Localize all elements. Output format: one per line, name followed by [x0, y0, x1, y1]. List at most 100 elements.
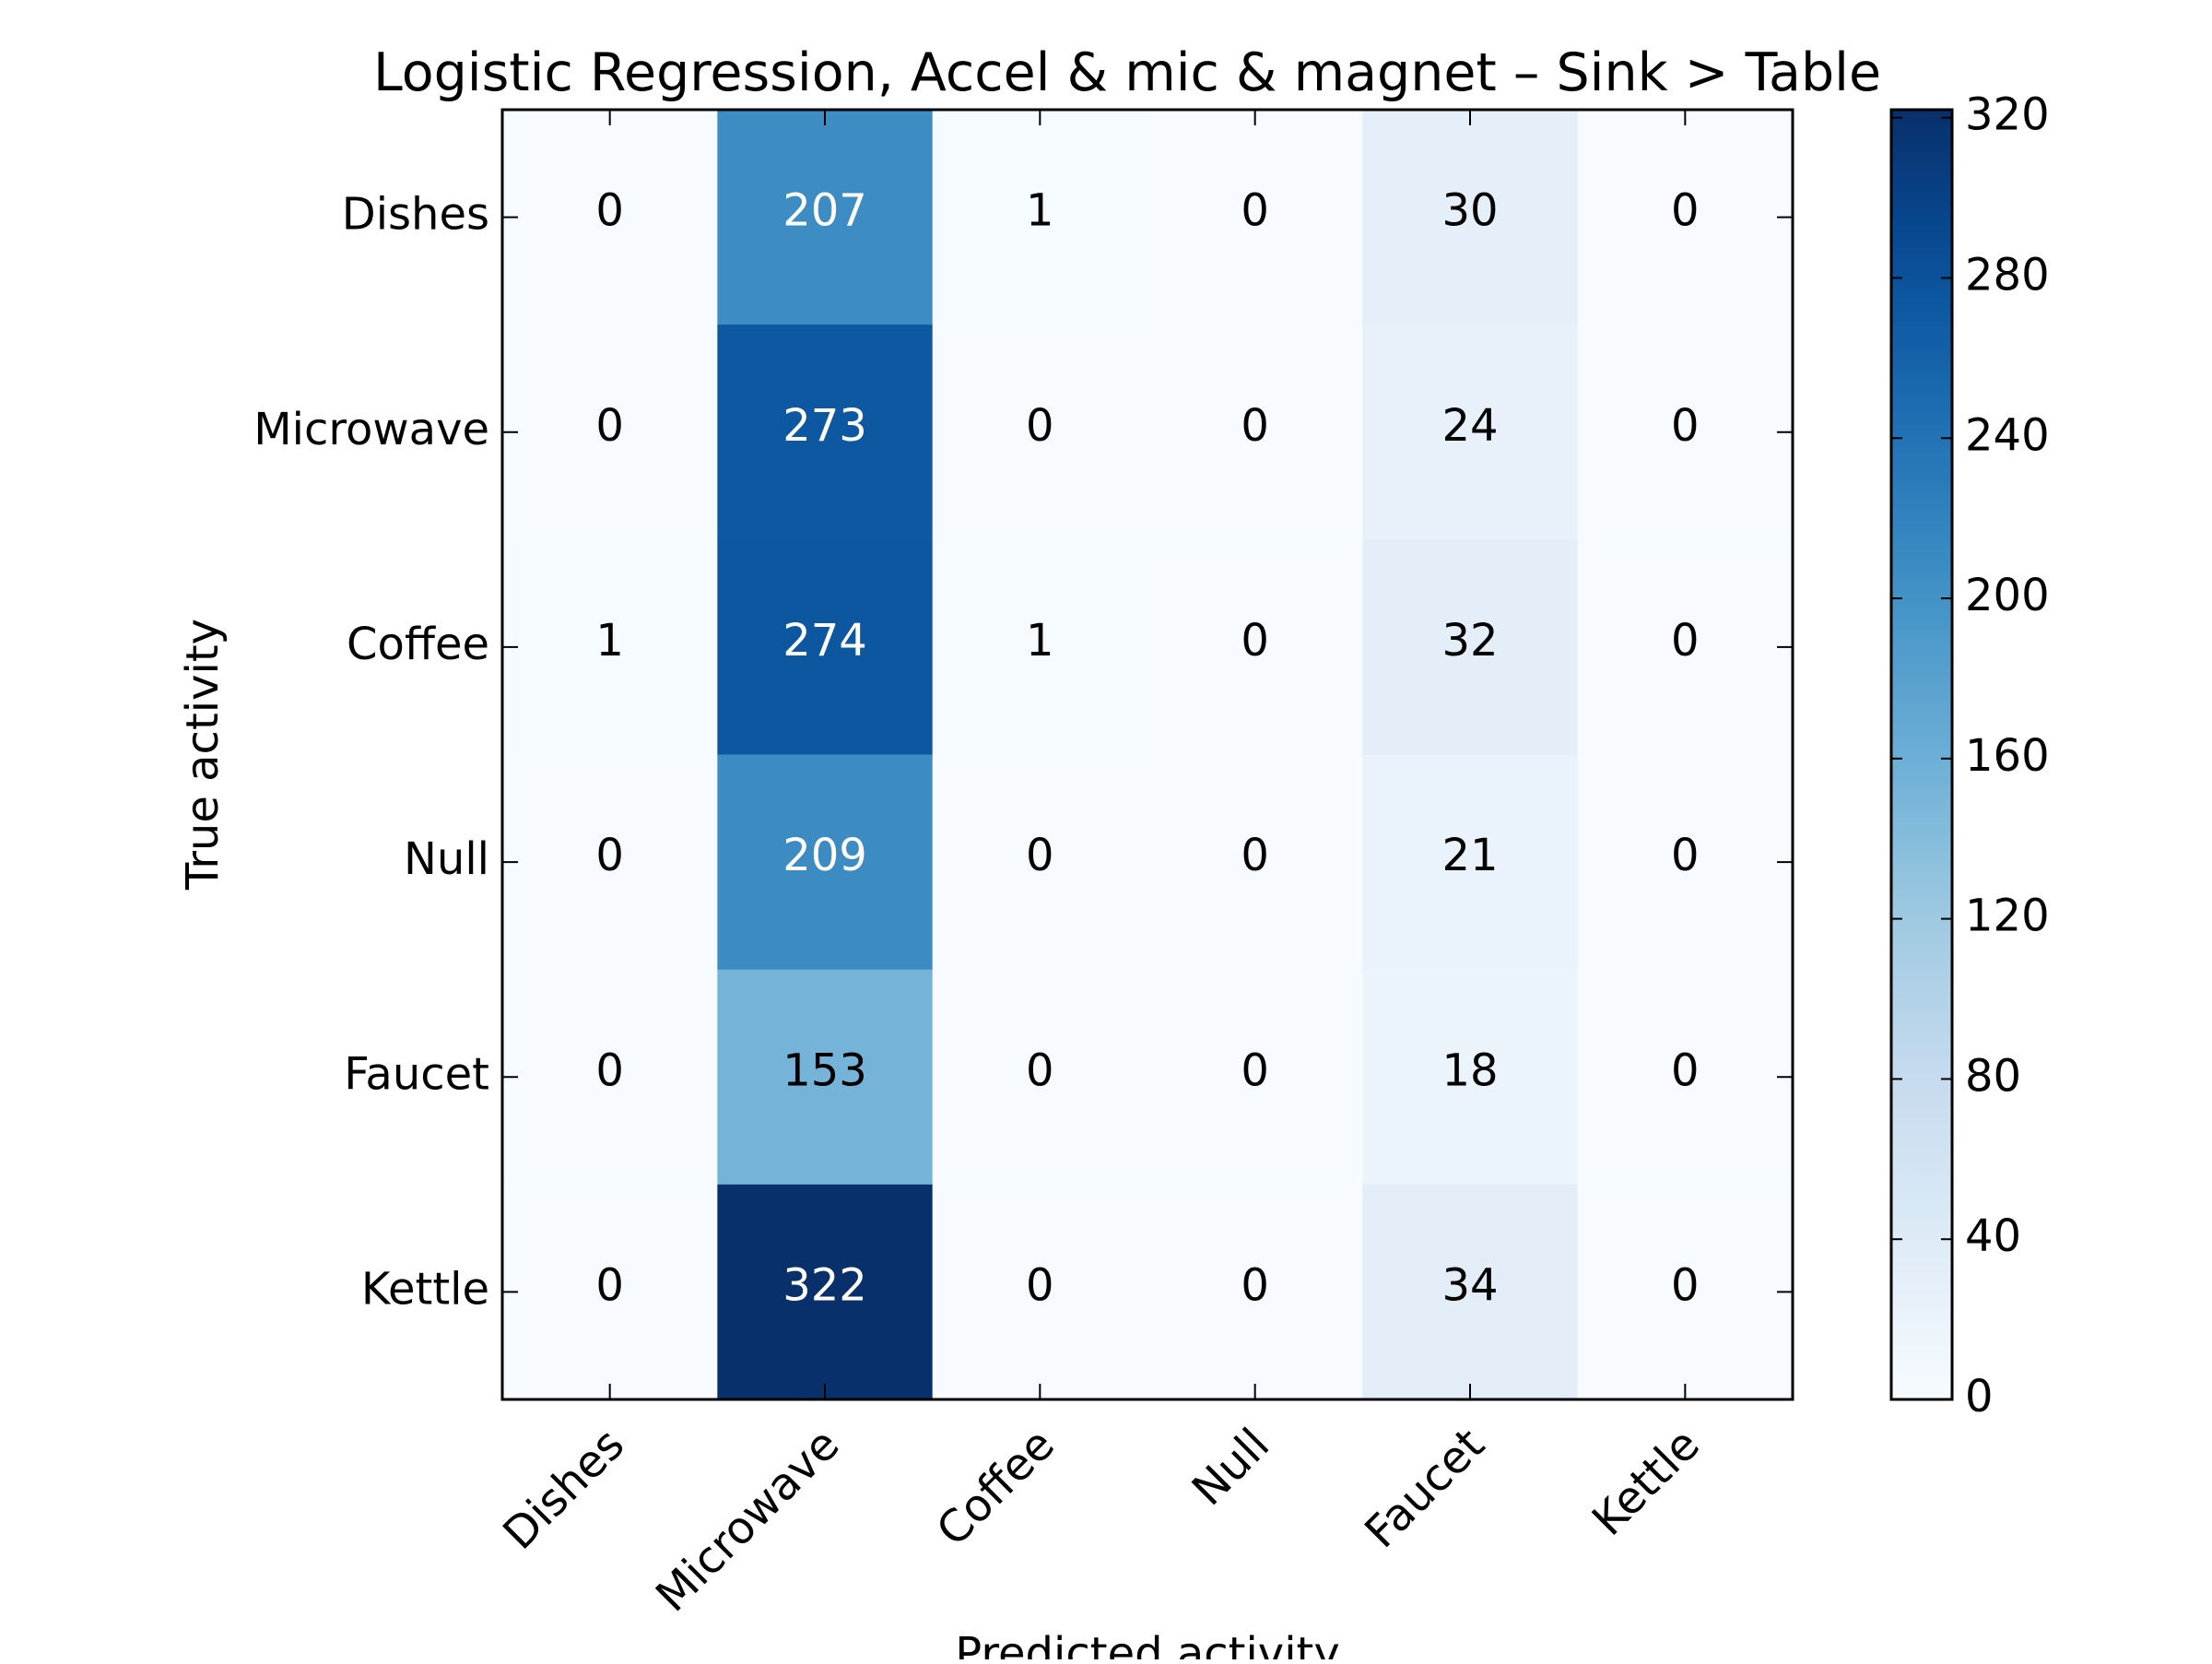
heatmap-cell [1147, 325, 1363, 540]
heatmap-cell [1577, 110, 1794, 325]
heatmap-cell [1362, 1184, 1579, 1400]
cell-value-label: 0 [1671, 615, 1700, 667]
colorbar-tick-label: 240 [1965, 409, 2050, 461]
heatmap-cell [1577, 325, 1794, 540]
x-tick-label: Dishes [493, 1419, 634, 1560]
cell-value-label: 0 [1241, 1259, 1269, 1311]
heatmap-cell [1147, 969, 1363, 1186]
cell-value-label: 34 [1441, 1259, 1498, 1311]
y-tick-label: Faucet [344, 1048, 489, 1100]
heatmap-cell [717, 754, 934, 971]
colorbar-tick-label: 160 [1965, 730, 2050, 782]
cell-value-label: 24 [1441, 400, 1498, 452]
y-axis-label: True activity [177, 619, 229, 891]
cell-value-label: 0 [1241, 615, 1269, 667]
y-tick-label: Dishes [342, 189, 489, 241]
heatmap-cell [1362, 110, 1579, 325]
cell-value-label: 1 [595, 615, 624, 667]
x-tick-label: Kettle [1583, 1419, 1710, 1546]
heatmap-cell [502, 325, 718, 540]
heatmap-cell [932, 754, 1148, 971]
heatmap-cell [932, 969, 1148, 1186]
heatmap-cells [502, 110, 1794, 1400]
colorbar: 0 40 80 120 160 200 240 280 320 [1889, 89, 2050, 1422]
chart-title: Logistic Regression, Accel & mic & magne… [373, 42, 1881, 103]
cell-value-label: 0 [1671, 185, 1700, 237]
cell-value-label: 1 [1026, 185, 1054, 237]
y-tick-label: Kettle [361, 1263, 489, 1315]
colorbar-tick-label: 280 [1965, 249, 2050, 301]
x-tick-label: Coffee [927, 1419, 1065, 1556]
cell-value-label: 32 [1441, 615, 1498, 667]
heatmap-cell [717, 539, 934, 756]
cell-value-label: 274 [782, 615, 867, 667]
y-tick-label: Null [404, 833, 489, 885]
cell-value-label: 153 [782, 1044, 867, 1096]
colorbar-tick-label: 40 [1965, 1210, 2021, 1262]
heatmap-cell [932, 539, 1148, 756]
colorbar-tick-label: 80 [1965, 1050, 2021, 1102]
cell-value-label: 0 [595, 1044, 624, 1096]
cell-value-label: 30 [1441, 185, 1498, 237]
cell-value-label: 0 [1671, 400, 1700, 452]
cell-value-label: 0 [1026, 1259, 1054, 1311]
colorbar-tick-label: 200 [1965, 570, 2050, 621]
heatmap-cell [932, 1184, 1148, 1400]
x-tick-label: Microwave [646, 1419, 849, 1622]
heatmap-cell [1577, 539, 1794, 756]
heatmap-cell [1147, 110, 1363, 325]
heatmap-cell [1577, 1184, 1794, 1400]
cell-value-label: 18 [1441, 1044, 1498, 1096]
heatmap-cell [502, 539, 718, 756]
heatmap-cell [502, 110, 718, 325]
x-tick-label: Faucet [1355, 1419, 1494, 1558]
y-tick-label: Microwave [253, 404, 489, 455]
colorbar-tick-label: 0 [1965, 1371, 1994, 1422]
cell-value-label: 0 [595, 400, 624, 452]
cell-value-label: 0 [1026, 400, 1054, 452]
cell-value-label: 0 [1241, 1044, 1269, 1096]
heatmap-cell [502, 754, 718, 971]
x-tick-label: Null [1182, 1419, 1279, 1516]
cell-value-label: 322 [782, 1259, 867, 1311]
cell-value-label: 0 [1671, 830, 1700, 881]
heatmap-cell [1577, 969, 1794, 1186]
heatmap-cell [717, 110, 934, 325]
heatmap-cell [502, 1184, 718, 1400]
heatmap-cell-labels: 0 207 1 0 30 0 0 273 0 0 24 0 1 274 1 0 32 0 0 209 0 0 21 0 0 153… [595, 185, 1699, 1312]
cell-value-label: 0 [1241, 185, 1269, 237]
heatmap-cell [1362, 539, 1579, 756]
heatmap-cell [1147, 1184, 1363, 1400]
cell-value-label: 0 [1671, 1259, 1700, 1311]
cell-value-label: 0 [1026, 1044, 1054, 1096]
cell-value-label: 207 [782, 185, 867, 237]
cell-value-label: 0 [1671, 1044, 1700, 1096]
cell-value-label: 0 [595, 185, 624, 237]
colorbar-tick-label: 320 [1965, 89, 2050, 141]
heatmap-cell [717, 969, 934, 1186]
cell-value-label: 1 [1026, 615, 1054, 667]
cell-value-label: 0 [595, 1259, 624, 1311]
heatmap-cell [932, 325, 1148, 540]
cell-value-label: 21 [1441, 830, 1498, 881]
colorbar-tick-label: 120 [1965, 891, 2050, 942]
heatmap-cell [932, 110, 1148, 325]
cell-value-label: 273 [782, 400, 867, 452]
heatmap-cell [1362, 969, 1579, 1186]
colorbar-gradient [1891, 110, 1952, 1399]
y-tick-label: Coffee [347, 619, 489, 670]
heatmap-cell [1362, 754, 1579, 971]
heatmap-cell [1577, 754, 1794, 971]
cell-value-label: 0 [1241, 400, 1269, 452]
heatmap-cell [502, 969, 718, 1186]
cell-value-label: 209 [782, 830, 867, 881]
heatmap-cell [1147, 539, 1363, 756]
colorbar-frame [1889, 108, 1954, 1401]
x-axis-label: Predicted activity [955, 1628, 1340, 1659]
plot-frame [500, 108, 1794, 1401]
heatmap-cell [1147, 754, 1363, 971]
cell-value-label: 0 [595, 830, 624, 881]
cell-value-label: 0 [1241, 830, 1269, 881]
